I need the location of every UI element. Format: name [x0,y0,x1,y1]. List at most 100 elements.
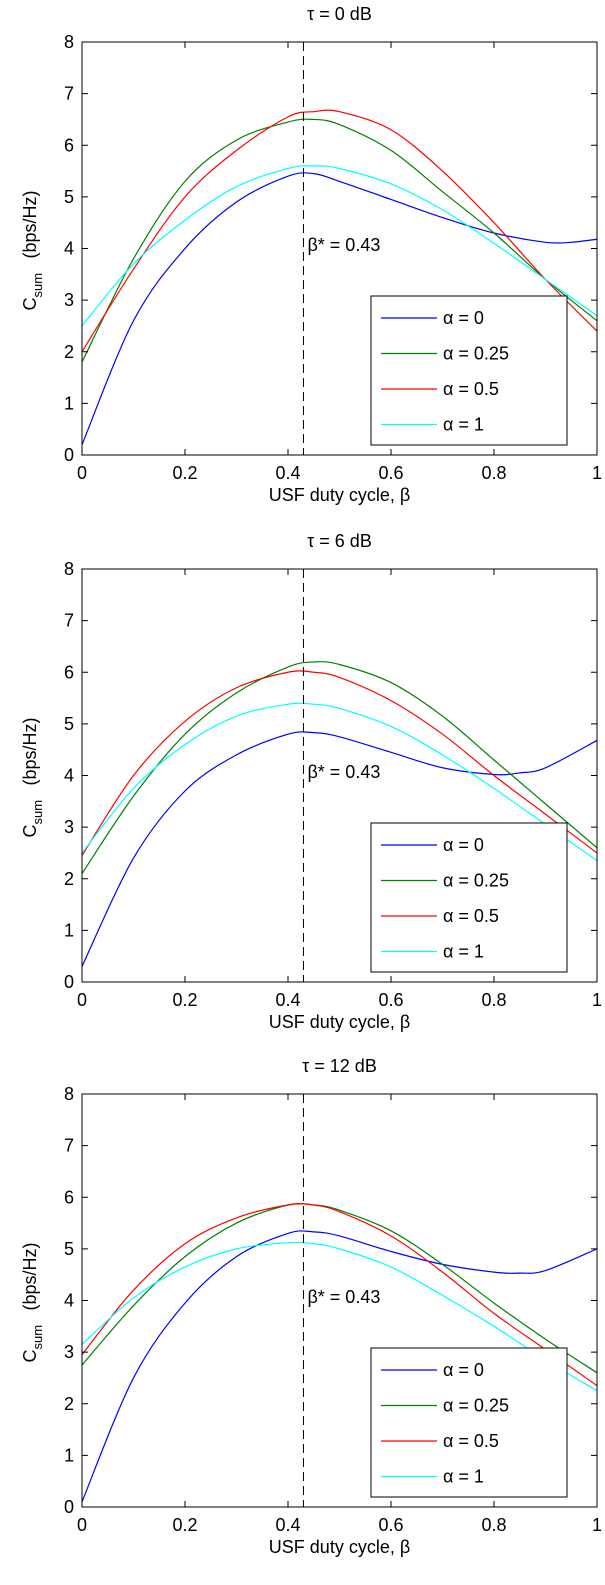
x-tick-label: 0.8 [481,463,506,483]
series-line-1 [82,172,597,445]
y-tick-label: 1 [64,920,74,940]
y-tick-label: 7 [64,1136,74,1156]
legend-label: α = 0.25 [443,1396,509,1416]
y-tick-label: 1 [64,1445,74,1465]
y-tick-label: 0 [64,972,74,992]
series-line-2 [82,1202,597,1374]
y-tick-label: 0 [64,445,74,465]
chart-panel-2: τ = 6 dB β* = 0.43 0 0.2 0.4 0.6 0.8 1 0 1 2 3 4 5 6 7 8… [20,531,602,1032]
y-tick-label: 5 [64,187,74,207]
x-tick-label: 1 [592,463,602,483]
y-tick-label: 2 [64,1394,74,1414]
x-tick-label: 0.6 [378,463,403,483]
x-tick-label: 0.4 [275,1515,300,1535]
legend-label: α = 0.25 [443,344,509,364]
beta-star-annotation: β* = 0.43 [307,235,380,255]
y-tick-label: 3 [64,1342,74,1362]
series-line-4 [82,165,597,327]
y-axis-label-main: C [20,298,40,311]
x-tick-label: 0.2 [172,990,197,1010]
x-axis-label: USF duty cycle, β [269,1012,410,1032]
y-axis-label-subscript: sum [30,273,45,298]
x-tick-label: 0.8 [481,1515,506,1535]
y-tick-label: 5 [64,714,74,734]
y-axis-label-subscript: sum [30,800,45,825]
series-line-4 [82,702,597,862]
chart-panel-1: τ = 0 dB β* = 0.43 0 0.2 0.4 0.6 0.8 1 0 1 2 3 4 5 6 7 8… [20,4,602,505]
legend-label: α = 0 [443,835,484,855]
legend-label: α = 1 [443,942,484,962]
y-tick-label: 4 [64,239,74,259]
chart-title: τ = 6 dB [307,531,372,551]
x-tick-label: 0 [77,990,87,1010]
legend: α = 0 α = 0.25 α = 0.5 α = 1 [370,295,568,446]
y-tick-label: 1 [64,393,74,413]
x-tick-label: 0 [77,1515,87,1535]
x-tick-label: 0 [77,463,87,483]
x-axis-label: USF duty cycle, β [269,1537,410,1557]
chart-title: τ = 12 dB [302,1056,377,1076]
y-axis-label-unit: (bps/Hz) [20,1242,40,1310]
series-line-3 [82,1203,597,1387]
legend: α = 0 α = 0.25 α = 0.5 α = 1 [370,822,568,973]
x-tick-label: 0.6 [378,990,403,1010]
legend-label: α = 0.5 [443,1431,499,1451]
series-line-3 [82,109,597,353]
y-tick-label: 8 [64,1084,74,1104]
legend-label: α = 0 [443,308,484,328]
y-axis-label-subscript: sum [30,1325,45,1350]
legend-label: α = 0 [443,1360,484,1380]
y-tick-label: 2 [64,869,74,889]
y-tick-label: 3 [64,817,74,837]
chart-title: τ = 0 dB [307,4,372,24]
legend-label: α = 0.25 [443,871,509,891]
y-axis-label-main: C [20,825,40,838]
y-tick-label: 7 [64,84,74,104]
x-tick-label: 0.6 [378,1515,403,1535]
beta-star-annotation: β* = 0.43 [307,762,380,782]
legend-box [370,1347,568,1498]
y-tick-label: 6 [64,662,74,682]
legend: α = 0 α = 0.25 α = 0.5 α = 1 [370,1347,568,1498]
x-tick-label: 1 [592,990,602,1010]
series-line-1 [82,1230,597,1503]
legend-box [370,822,568,973]
x-tick-label: 0.4 [275,990,300,1010]
x-tick-label: 0.8 [481,990,506,1010]
x-tick-label: 0.2 [172,463,197,483]
x-axis-label: USF duty cycle, β [269,485,410,505]
series-line-2 [82,661,597,874]
y-axis-label-main: C [20,1350,40,1363]
legend-label: α = 0.5 [443,906,499,926]
y-tick-label: 5 [64,1239,74,1259]
series-line-4 [82,1241,597,1392]
y-tick-label: 4 [64,1291,74,1311]
y-tick-label: 6 [64,135,74,155]
y-tick-label: 6 [64,1187,74,1207]
series-line-3 [82,670,597,856]
x-tick-label: 0.4 [275,463,300,483]
legend-label: α = 1 [443,1467,484,1487]
y-tick-label: 0 [64,1497,74,1517]
chart-panel-3: τ = 12 dB β* = 0.43 0 0.2 0.4 0.6 0.8 1 0 1 2 3 4 5 6 7… [20,1056,602,1557]
y-axis-label-unit: (bps/Hz) [20,190,40,258]
y-tick-label: 8 [64,32,74,52]
y-axis-label-unit: (bps/Hz) [20,717,40,785]
y-tick-label: 4 [64,766,74,786]
y-tick-label: 2 [64,342,74,362]
y-tick-label: 3 [64,290,74,310]
y-tick-label: 8 [64,559,74,579]
x-tick-label: 1 [592,1515,602,1535]
series-line-2 [82,118,597,363]
legend-label: α = 0.5 [443,379,499,399]
series-line-1 [82,731,597,967]
x-tick-label: 0.2 [172,1515,197,1535]
y-tick-label: 7 [64,611,74,631]
legend-label: α = 1 [443,415,484,435]
legend-box [370,295,568,446]
beta-star-annotation: β* = 0.43 [307,1287,380,1307]
